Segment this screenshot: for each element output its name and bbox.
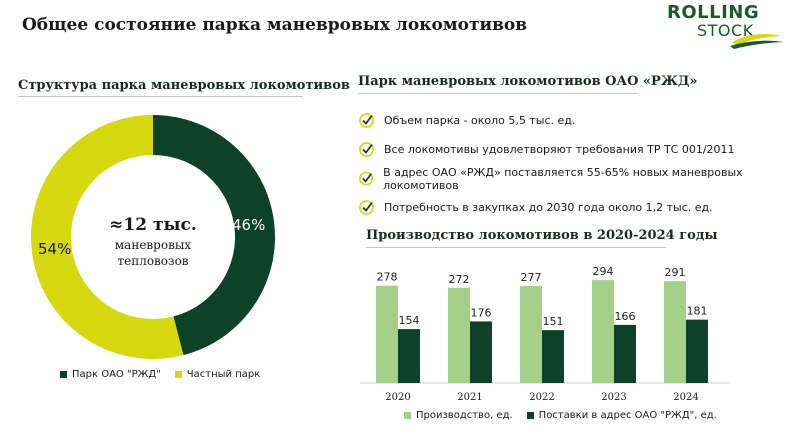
x-tick-label: 2024 [673,392,698,403]
legend-swatch-production [404,412,411,419]
legend-swatch-private [174,371,182,378]
list-item: Потребность в закупках до 2030 года окол… [358,193,800,222]
donut-label-rzd: 46% [232,216,266,234]
bar-value-label: 181 [687,305,708,318]
bar [614,324,636,383]
check-circle-icon [359,142,374,157]
legend-item-rzd: Парк ОАО "РЖД" [60,369,161,380]
production-section-title: Производство локомотивов в 2020-2024 год… [366,228,718,243]
bar-value-label: 291 [665,266,686,279]
list-item: В адрес ОАО «РЖД» поставляется 55-65% но… [358,164,800,193]
production-title-underline [366,247,666,248]
bar-value-label: 278 [377,271,398,284]
bullet-text: Все локомотивы удовлетворяют требования … [384,143,735,156]
structure-section-title: Структура парка маневровых локомотивов [18,78,350,93]
check-circle-icon [359,171,374,186]
production-bar-chart: 278 154 2020 272 176 2021 277 151 2022 294 166 2023… [360,265,730,403]
list-item: Все локомотивы удовлетворяют требования … [358,135,800,164]
legend-label-production: Производство, ед. [416,410,513,421]
x-tick-label: 2020 [385,392,410,403]
bar [664,281,686,383]
legend-label-private: Частный парк [186,369,261,380]
rzd-title-underline [358,93,638,94]
rolling-stock-logo: ROLLING STOCK [660,2,785,50]
rzd-section-title: Парк маневровых локомотивов ОАО «РЖД» [358,74,698,89]
bar-value-label: 166 [615,310,636,323]
rzd-bullet-list: Объем парка - около 5,5 тыс. ед. Все лок… [358,106,800,222]
legend-label-deliveries: Поставки в адрес ОАО "РЖД", ед. [538,410,717,421]
check-circle-icon [359,200,374,215]
bar-value-label: 277 [521,271,542,284]
bar [520,286,542,383]
bar-value-label: 272 [449,273,470,286]
bar [470,321,492,383]
structure-title-underline [18,96,303,97]
x-tick-label: 2023 [601,392,626,403]
donut-label-private: 54% [38,240,72,258]
legend-item-private: Частный парк [174,369,261,380]
legend-label-rzd: Парк ОАО "РЖД" [72,369,161,380]
bar [376,285,398,383]
donut-slice [153,115,275,356]
donut-legend: Парк ОАО "РЖД" Частный парк [60,369,260,380]
donut-slice [30,115,184,359]
bar [448,287,470,383]
bar [592,280,614,383]
bar [542,330,564,383]
check-circle-icon [359,113,374,128]
legend-item-production: Производство, ед. [404,410,513,421]
bullet-text: Потребность в закупках до 2030 года окол… [384,201,713,214]
bar [686,319,708,383]
legend-swatch-rzd [60,371,67,378]
logo-line2: STOCK [697,21,754,40]
bar [398,329,420,383]
donut-center-total: ≈12 тыс. [109,215,197,235]
bar-legend: Производство, ед. Поставки в адрес ОАО "… [404,410,717,421]
logo-swoosh-icon [730,34,784,49]
x-tick-label: 2021 [457,392,482,403]
legend-item-deliveries: Поставки в адрес ОАО "РЖД", ед. [526,410,717,421]
fleet-structure-donut [30,115,275,359]
bar-value-label: 151 [543,315,564,328]
legend-swatch-deliveries [526,412,534,419]
list-item: Объем парка - около 5,5 тыс. ед. [358,106,800,135]
bullet-text: В адрес ОАО «РЖД» поставляется 55-65% но… [383,165,743,192]
logo-line1: ROLLING [667,2,760,23]
page-title: Общее состояние парка маневровых локомот… [22,15,528,35]
donut-center-line1: маневровых [114,238,192,252]
bar-value-label: 294 [593,265,614,278]
bar-value-label: 176 [471,306,492,319]
donut-center-text: ≈12 тыс. маневровых тепловозов [88,215,218,269]
bullet-text: Объем парка - около 5,5 тыс. ед. [384,114,576,127]
bar-value-label: 154 [399,314,420,327]
donut-center-line2: тепловозов [117,254,189,268]
x-tick-label: 2022 [529,392,554,403]
